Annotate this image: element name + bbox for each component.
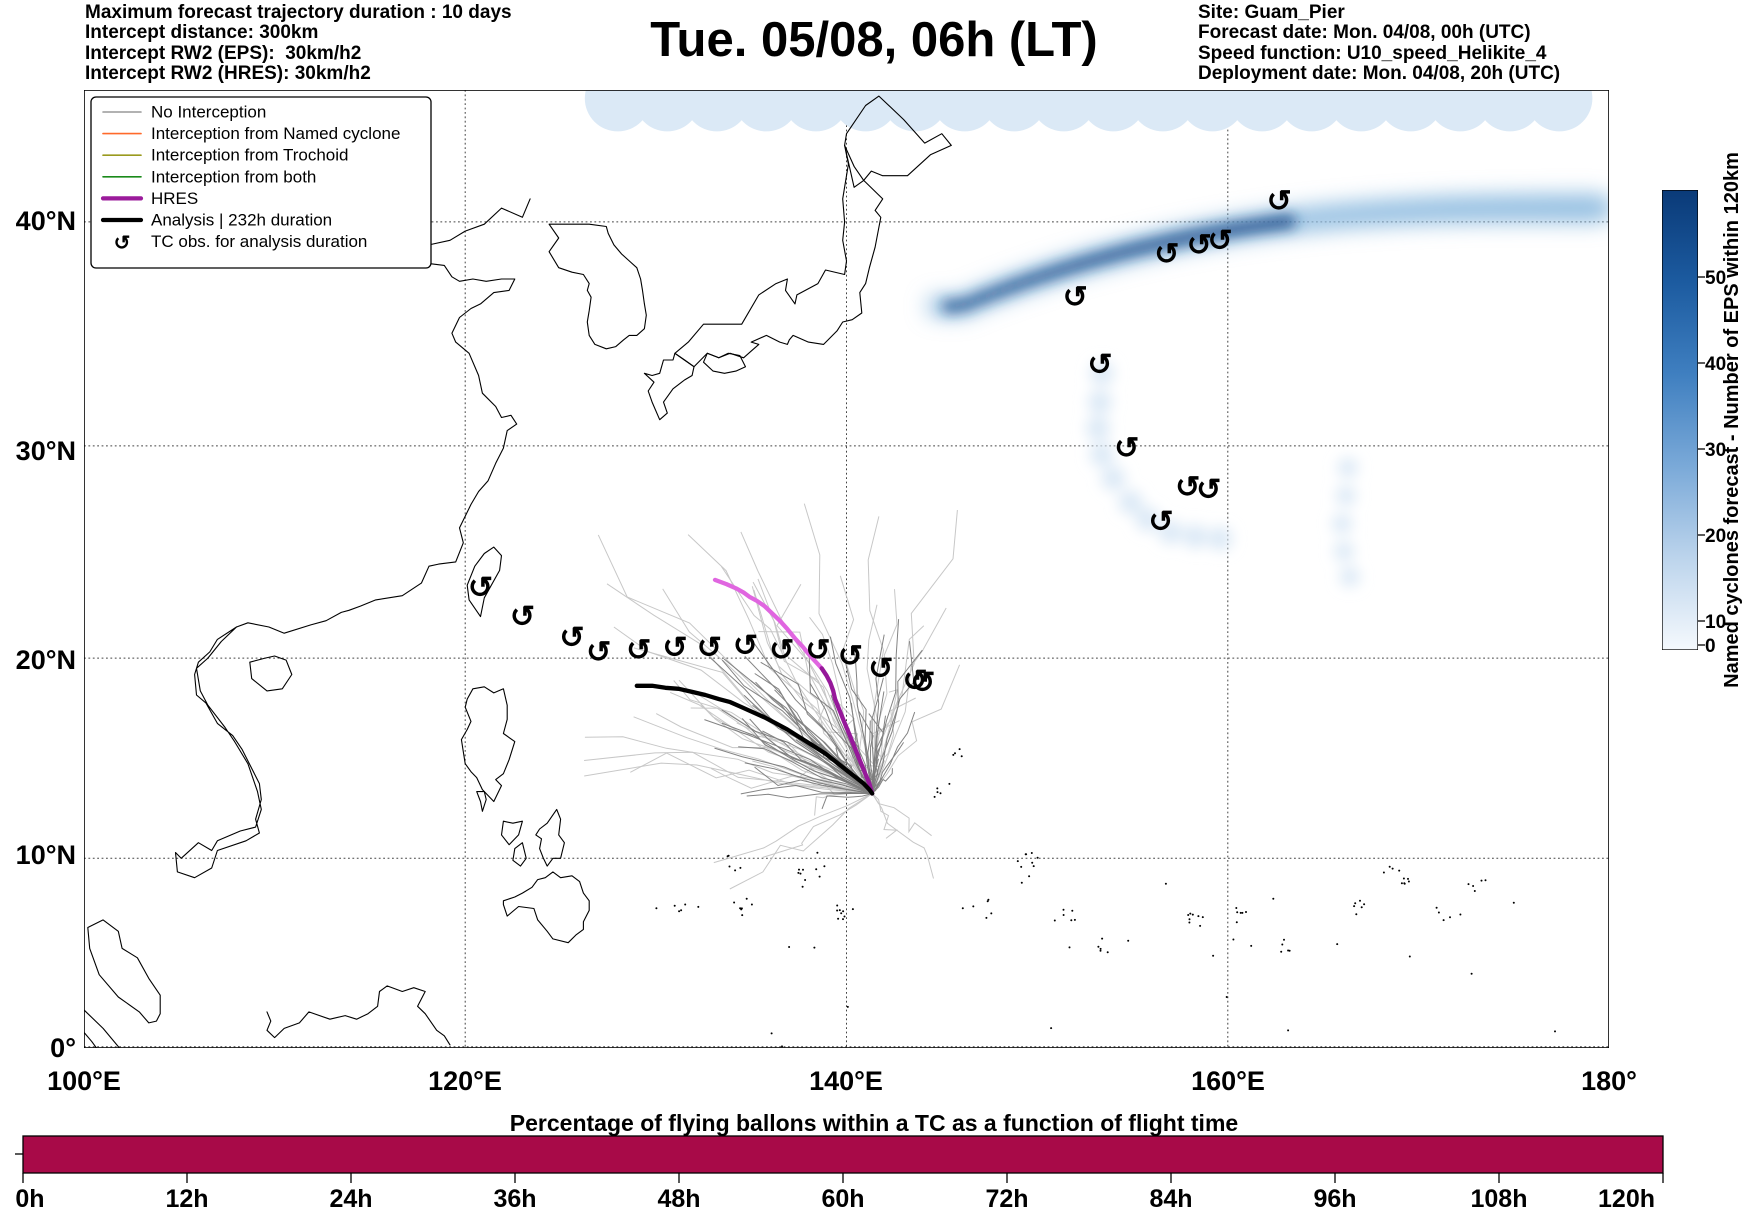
svg-text:12h: 12h xyxy=(165,1185,208,1213)
svg-text:120h: 120h xyxy=(1598,1185,1655,1213)
svg-text:48h: 48h xyxy=(657,1185,700,1213)
svg-text:84h: 84h xyxy=(1149,1185,1192,1213)
svg-text:0h: 0h xyxy=(15,1185,44,1213)
svg-text:72h: 72h xyxy=(985,1185,1028,1213)
svg-text:96h: 96h xyxy=(1313,1185,1356,1213)
svg-text:24h: 24h xyxy=(329,1185,372,1213)
svg-text:36h: 36h xyxy=(493,1185,536,1213)
svg-text:108h: 108h xyxy=(1471,1185,1528,1213)
svg-text:60h: 60h xyxy=(821,1185,864,1213)
